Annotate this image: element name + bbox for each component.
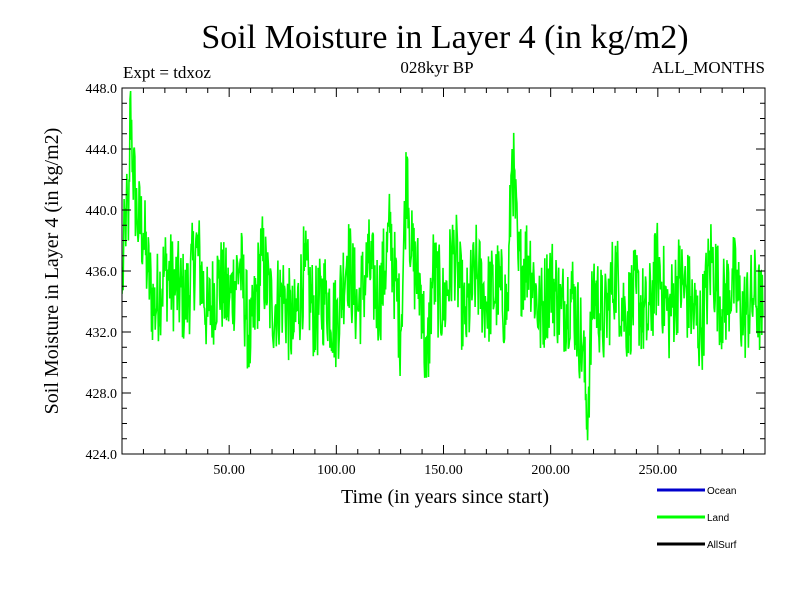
series-line-land [122, 90, 764, 441]
chart-subtitle: 028kyr BP [400, 58, 473, 77]
y-tick-label: 432.0 [86, 326, 118, 341]
legend-label-land: Land [707, 513, 729, 524]
legend-label-ocean: Ocean [707, 486, 736, 497]
y-tick-label: 428.0 [86, 387, 118, 402]
x-axis-label: Time (in years since start) [341, 486, 549, 508]
chart-title: Soil Moisture in Layer 4 (in kg/m2) [201, 19, 688, 56]
x-tick-label: 100.00 [317, 463, 356, 478]
y-tick-label: 440.0 [86, 204, 118, 219]
y-tick-label: 444.0 [86, 143, 118, 158]
months-label: ALL_MONTHS [652, 58, 765, 77]
y-tick-label: 448.0 [86, 82, 118, 97]
experiment-label: Expt = tdxoz [123, 63, 211, 82]
y-axis: 424.0 428.0 432.0 436.0 440.0 444.0 448.0 [86, 82, 765, 463]
x-axis: 50.00 100.00 150.00 200.00 250.00 [142, 88, 745, 478]
x-tick-label: 50.00 [213, 463, 245, 478]
x-tick-label: 200.00 [531, 463, 570, 478]
x-tick-label: 150.00 [424, 463, 463, 478]
y-axis-label: Soil Moisture in Layer 4 (in kg/m2) [41, 128, 63, 415]
x-tick-label: 250.00 [639, 463, 678, 478]
y-tick-label: 424.0 [86, 448, 118, 463]
legend: Ocean Land AllSurf [657, 486, 737, 551]
y-tick-label: 436.0 [86, 265, 118, 280]
legend-label-allsurf: AllSurf [707, 540, 737, 551]
